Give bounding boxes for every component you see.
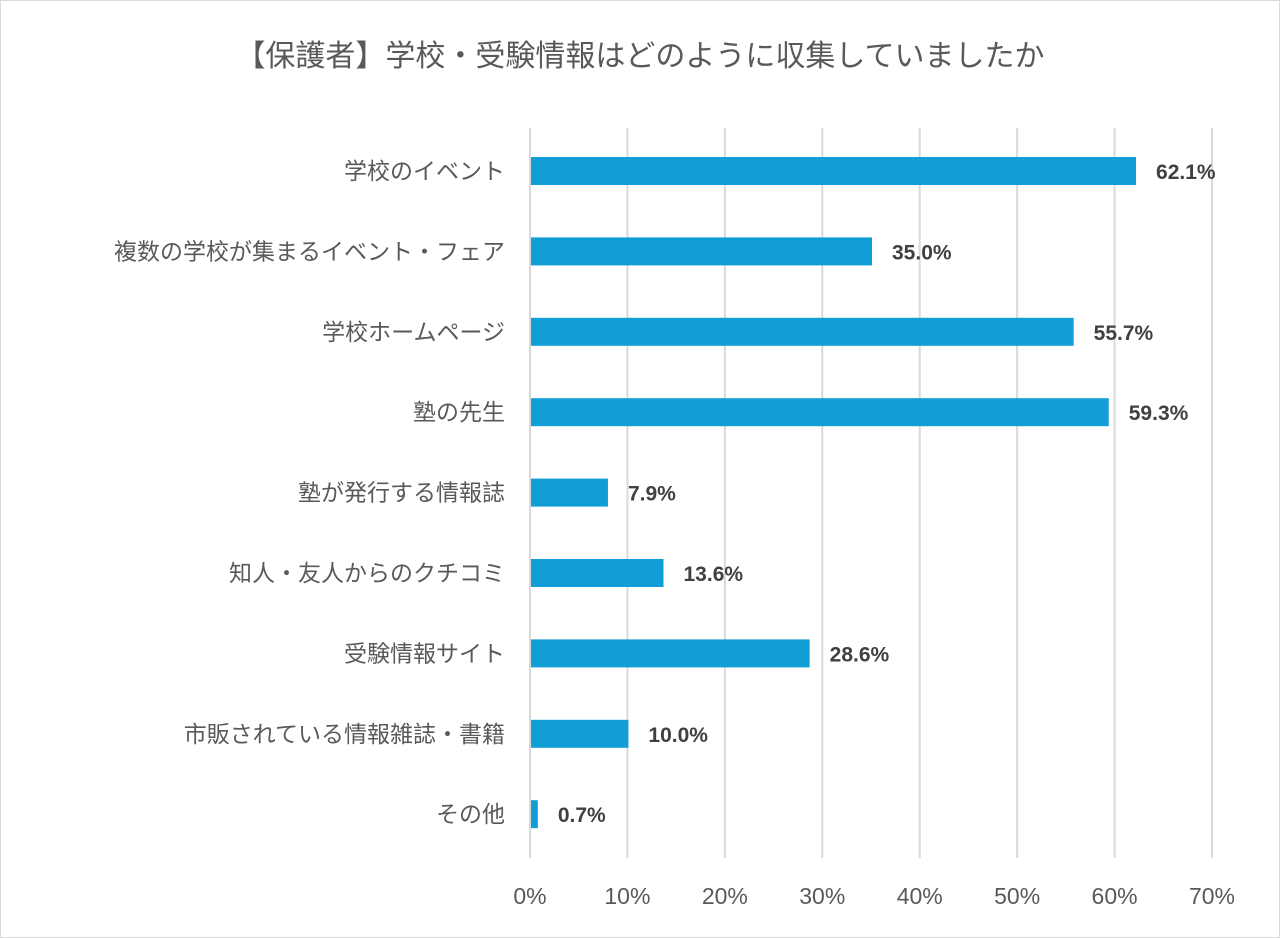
x-tick-label: 50% <box>994 883 1040 909</box>
data-label: 59.3% <box>1129 402 1189 425</box>
bar <box>531 317 1074 346</box>
x-tick-label: 20% <box>702 883 748 909</box>
category-label: 塾の先生 <box>413 400 505 426</box>
category-label: 受験情報サイト <box>344 641 505 667</box>
bar <box>531 719 629 748</box>
category-label: 学校ホームページ <box>322 320 505 346</box>
bar <box>531 639 810 668</box>
category-label: 塾が発行する情報誌 <box>298 481 505 507</box>
x-tick-label: 70% <box>1189 883 1235 909</box>
bar <box>531 800 538 829</box>
bar <box>531 157 1137 185</box>
x-tick-label: 0% <box>513 883 546 909</box>
data-label: 62.1% <box>1156 161 1216 184</box>
data-label: 28.6% <box>830 643 890 666</box>
x-tick-label: 60% <box>1092 883 1138 909</box>
bar <box>531 398 1109 427</box>
chart-title: 【保護者】学校・受験情報はどのように収集していましたか <box>235 39 1044 74</box>
category-label: 複数の学校が集まるイベント・フェア <box>114 239 505 265</box>
bar <box>531 559 664 587</box>
category-label: その他 <box>436 802 505 828</box>
data-label: 35.0% <box>892 241 952 264</box>
data-label: 13.6% <box>684 563 744 586</box>
category-label: 知人・友人からのクチコミ <box>229 561 505 587</box>
data-label: 7.9% <box>628 483 676 506</box>
x-tick-label: 10% <box>604 883 650 909</box>
category-label: 市販されている情報雑誌・書籍 <box>184 722 505 748</box>
x-tick-label: 40% <box>897 883 943 909</box>
data-label: 55.7% <box>1094 322 1154 345</box>
x-tick-label: 30% <box>799 883 845 909</box>
data-label: 10.0% <box>648 724 708 747</box>
bar <box>531 237 872 266</box>
bar <box>531 478 608 507</box>
category-label: 学校のイベント <box>344 159 505 185</box>
data-label: 0.7% <box>558 804 606 827</box>
